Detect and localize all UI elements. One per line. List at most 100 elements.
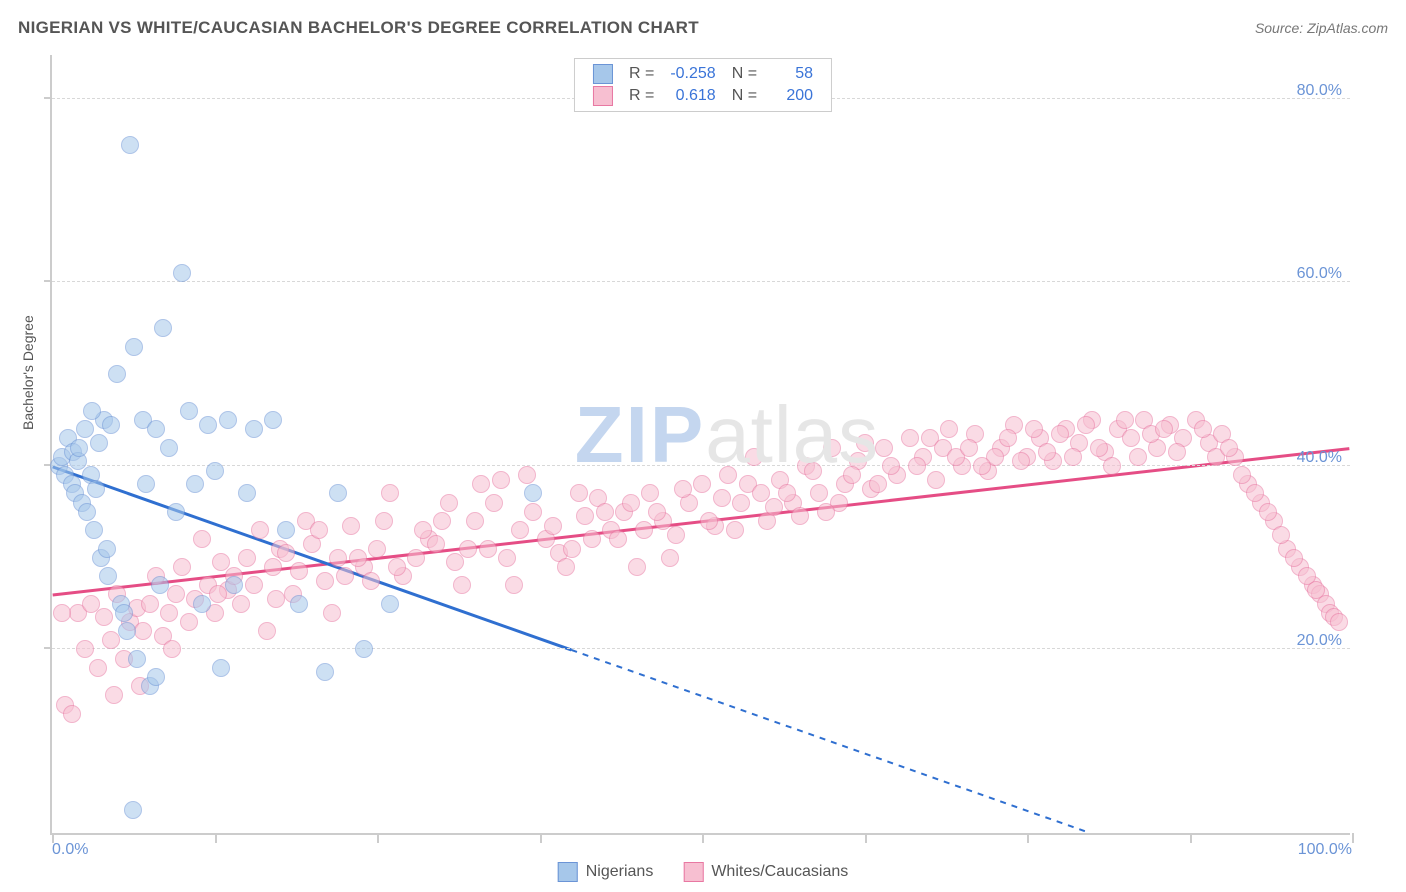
data-point <box>570 484 588 502</box>
data-point <box>173 558 191 576</box>
data-point <box>1051 425 1069 443</box>
data-point <box>212 659 230 677</box>
data-point <box>128 650 146 668</box>
source-attribution: Source: ZipAtlas.com <box>1255 20 1388 36</box>
data-point <box>89 659 107 677</box>
y-tick-label: 80.0% <box>1297 82 1342 100</box>
data-point <box>505 576 523 594</box>
data-point <box>173 264 191 282</box>
data-point <box>232 595 250 613</box>
swatch-icon <box>683 862 703 882</box>
data-point <box>1122 429 1140 447</box>
data-point <box>238 549 256 567</box>
data-point <box>485 494 503 512</box>
data-point <box>641 484 659 502</box>
data-point <box>206 462 224 480</box>
data-point <box>511 521 529 539</box>
data-point <box>661 549 679 567</box>
data-point <box>124 801 142 819</box>
data-point <box>453 576 471 594</box>
data-point <box>53 604 71 622</box>
data-point <box>102 416 120 434</box>
data-point <box>63 705 81 723</box>
data-point <box>310 521 328 539</box>
data-point <box>316 663 334 681</box>
data-point <box>342 517 360 535</box>
y-tick-label: 40.0% <box>1297 449 1342 467</box>
data-point <box>1246 484 1264 502</box>
data-point <box>960 439 978 457</box>
correlation-legend: R = -0.258 N = 58 R = 0.618 N = 200 <box>574 58 832 112</box>
data-point <box>427 535 445 553</box>
data-point <box>1103 457 1121 475</box>
data-point <box>125 338 143 356</box>
data-point <box>147 668 165 686</box>
data-point <box>518 466 536 484</box>
series-legend: Nigerians Whites/Caucasians <box>558 862 849 882</box>
x-tick <box>1190 833 1192 843</box>
data-point <box>98 540 116 558</box>
data-point <box>118 622 136 640</box>
data-point <box>732 494 750 512</box>
data-point <box>199 416 217 434</box>
data-point <box>105 686 123 704</box>
data-point <box>167 503 185 521</box>
data-point <box>498 549 516 567</box>
data-point <box>349 549 367 567</box>
chart-title: NIGERIAN VS WHITE/CAUCASIAN BACHELOR'S D… <box>18 18 699 38</box>
legend-row-nigerians: R = -0.258 N = 58 <box>585 63 821 85</box>
data-point <box>648 503 666 521</box>
data-point <box>492 471 510 489</box>
x-tick <box>540 833 542 843</box>
data-point <box>267 590 285 608</box>
scatter-plot-area: ZIPatlas 20.0%40.0%60.0%80.0%0.0%100.0% <box>50 55 1350 835</box>
data-point <box>999 429 1017 447</box>
data-point <box>745 448 763 466</box>
data-point <box>1272 526 1290 544</box>
x-tick <box>215 833 217 843</box>
data-point <box>901 429 919 447</box>
gridline-h <box>52 281 1350 282</box>
data-point <box>193 595 211 613</box>
data-point <box>791 507 809 525</box>
x-tick <box>1352 833 1354 843</box>
data-point <box>1064 448 1082 466</box>
data-point <box>225 576 243 594</box>
data-point <box>76 420 94 438</box>
data-point <box>804 462 822 480</box>
data-point <box>596 503 614 521</box>
data-point <box>151 576 169 594</box>
data-point <box>693 475 711 493</box>
data-point <box>78 503 96 521</box>
data-point <box>147 420 165 438</box>
data-point <box>459 540 477 558</box>
data-point <box>667 526 685 544</box>
data-point <box>875 439 893 457</box>
y-axis-label: Bachelor's Degree <box>20 315 36 430</box>
data-point <box>277 544 295 562</box>
data-point <box>726 521 744 539</box>
data-point <box>290 562 308 580</box>
data-point <box>882 457 900 475</box>
data-point <box>388 558 406 576</box>
data-point <box>108 365 126 383</box>
data-point <box>375 512 393 530</box>
data-point <box>1168 443 1186 461</box>
data-point <box>167 585 185 603</box>
data-point <box>160 439 178 457</box>
data-point <box>85 521 103 539</box>
data-point <box>134 622 152 640</box>
data-point <box>1307 581 1325 599</box>
correlation-table: R = -0.258 N = 58 R = 0.618 N = 200 <box>585 63 821 107</box>
data-point <box>245 576 263 594</box>
data-point <box>95 608 113 626</box>
data-point <box>674 480 692 498</box>
data-point <box>1038 443 1056 461</box>
data-point <box>765 498 783 516</box>
data-point <box>193 530 211 548</box>
data-point <box>329 484 347 502</box>
data-point <box>381 595 399 613</box>
data-point <box>121 136 139 154</box>
n-value-whites: 200 <box>765 85 821 107</box>
data-point <box>245 420 263 438</box>
